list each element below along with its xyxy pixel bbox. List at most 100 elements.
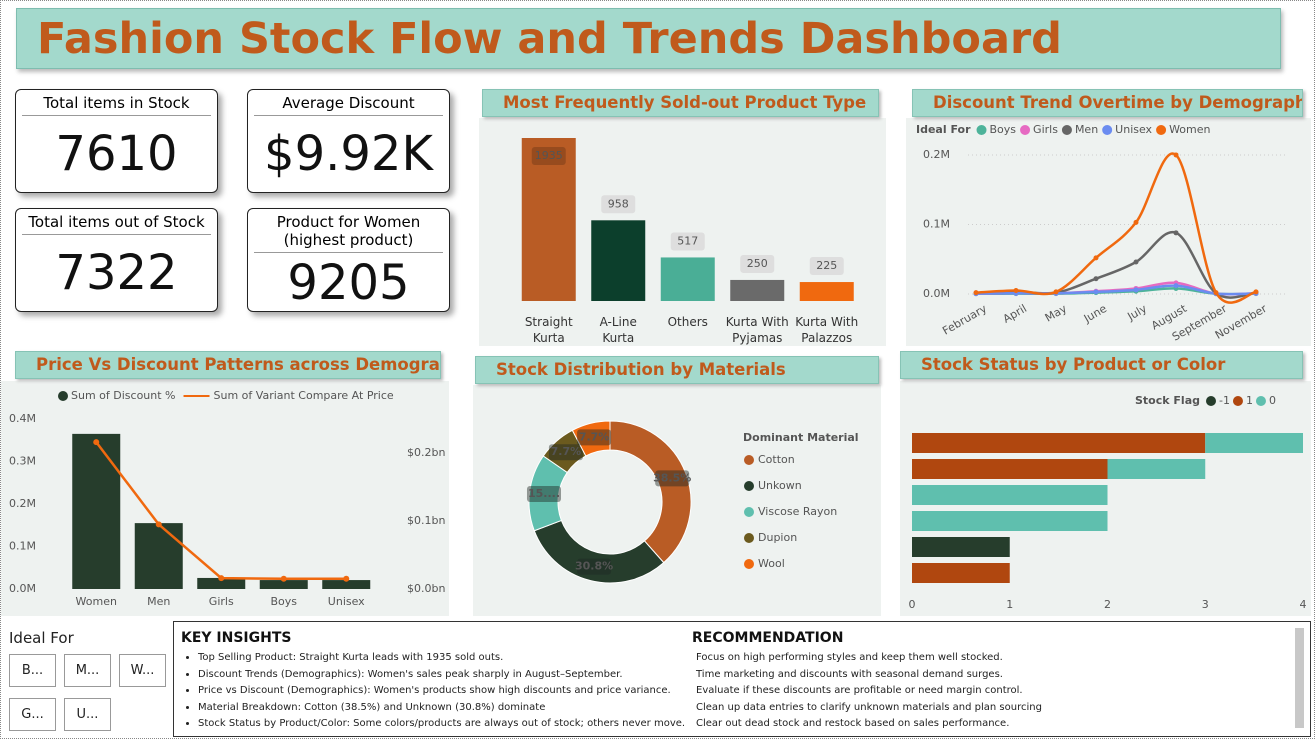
kpi-note: (highest product) <box>254 231 443 253</box>
line-marker <box>1053 289 1059 295</box>
line-series <box>975 284 1257 296</box>
chart-title: Stock Distribution by Materials <box>475 356 879 384</box>
data-label: 15.... <box>528 487 560 500</box>
legend-swatch <box>1061 125 1072 135</box>
line-marker <box>218 575 225 582</box>
recommendation-item: Time marketing and discounts with season… <box>696 668 1003 680</box>
x-tick-label: 1 <box>1006 598 1013 611</box>
legend-label: Sum of Variant Compare At Price <box>214 389 394 402</box>
donut-slice <box>571 420 611 457</box>
scrollbar[interactable] <box>1295 628 1304 728</box>
kpi-label: Total items in Stock <box>22 94 211 116</box>
notes-box: KEY INSIGHTS Top Selling Product: Straig… <box>173 621 1311 737</box>
panel: Ideal For Boys Girls Men Unisex Women 0.0M 0.1M… <box>906 118 1311 346</box>
line-marker <box>1173 230 1179 236</box>
insight-item: Price vs Discount (Demographics): Women'… <box>198 683 685 700</box>
legend-swatch <box>1255 396 1266 406</box>
data-label: 958 <box>608 197 629 210</box>
kpi-card: Average Discount $9.92K <box>247 89 450 193</box>
kpi-label: Total items out of Stock <box>22 213 211 235</box>
bar-segment <box>912 563 1010 583</box>
x-tick-label: Kurta With Palazzos <box>795 315 859 345</box>
y-tick-label: 0.4M <box>9 412 36 425</box>
x-tick-label: 0 <box>909 598 916 611</box>
data-label-bg <box>548 444 583 461</box>
kpi-label: Average Discount <box>254 94 443 116</box>
slicer: Ideal For B... M... W... G... U... <box>1 621 171 738</box>
bar-segment <box>1205 433 1303 453</box>
bar <box>134 523 183 589</box>
legend-swatch <box>1156 125 1167 135</box>
kpi-value: 9205 <box>287 255 410 311</box>
x-tick-label: Boys <box>270 595 297 608</box>
legend-label: Dupion <box>758 531 797 544</box>
data-label: 1935 <box>535 149 563 162</box>
chart-title: Most Frequently Sold-out Product Type <box>482 89 879 117</box>
legend-label: Wool <box>758 557 785 570</box>
data-label-bg <box>601 195 636 214</box>
legend-label: Sum of Discount % <box>71 389 176 402</box>
x-tick-label: Straight Kurta <box>524 315 573 345</box>
y-tick-label: 0.3M <box>9 455 36 468</box>
slicer-button[interactable]: W... <box>119 654 166 687</box>
data-label-bg <box>809 257 844 276</box>
chart: 1935 958 517 250 225 <box>521 138 854 301</box>
dashboard-title: Fashion Stock Flow and Trends Dashboard <box>16 8 1281 69</box>
panel: 1935 958 517 250 225 Straight Kurta A-Line Kur… <box>479 118 886 346</box>
panel: Stock Flag -1 1 0 0 1 2 3 4 <box>900 381 1311 616</box>
chart: Sum of Discount % Sum of Variant Compare … <box>9 389 445 608</box>
x-tick-label: June <box>1081 302 1109 326</box>
insights-title: KEY INSIGHTS <box>181 630 292 646</box>
kpi-card: Total items in Stock 7610 <box>15 89 218 193</box>
slicer-button[interactable]: M... <box>64 654 111 687</box>
x-tick-label: 3 <box>1202 598 1209 611</box>
legend-label: Viscose Rayon <box>758 505 837 518</box>
chart-title: Stock Status by Product or Color <box>900 351 1303 379</box>
slicer-title: Ideal For <box>9 629 74 647</box>
bar <box>660 257 715 301</box>
legend-swatch <box>744 533 754 543</box>
line-marker <box>973 290 979 296</box>
y-tick-label: 0.1M <box>9 540 36 553</box>
recommendation-title: RECOMMENDATION <box>692 630 844 646</box>
legend-label: 1 <box>1246 394 1253 407</box>
line-marker <box>1133 219 1139 225</box>
x-tick-label: Women <box>76 595 117 608</box>
donut-slice <box>609 420 692 564</box>
y2-tick-label: $0.0bn <box>407 582 445 595</box>
legend-swatch <box>1020 125 1031 135</box>
slicer-button[interactable]: G... <box>9 698 56 731</box>
y-tick-label: 0.1M <box>923 217 950 230</box>
line-marker <box>1093 276 1099 282</box>
bar <box>72 433 121 589</box>
data-label-bg <box>655 470 690 487</box>
x-tick-label: 2 <box>1104 598 1111 611</box>
kpi-label: Product for Women <box>276 213 421 231</box>
x-tick-label: Others <box>667 315 708 329</box>
slicer-button[interactable]: U... <box>64 698 111 731</box>
slicer-button[interactable]: B... <box>9 654 56 687</box>
legend-swatch <box>1206 396 1216 406</box>
data-label: 7.7% <box>579 430 610 443</box>
panel: Sum of Discount % Sum of Variant Compare … <box>1 381 449 616</box>
legend-label: Girls <box>1033 123 1058 136</box>
data-label: 225 <box>816 259 837 272</box>
bar-segment <box>1107 459 1206 479</box>
x-tick-label: Girls <box>209 595 234 608</box>
legend-label: Boys <box>990 123 1017 136</box>
y-tick-label: 0.2M <box>9 497 36 510</box>
data-label-bg <box>531 147 566 165</box>
data-label: 7.7% <box>551 445 582 458</box>
line-marker <box>343 575 350 582</box>
recommendation-item: Clean up data entries to clarify unknown… <box>696 701 1042 713</box>
x-tick-label: July <box>1124 302 1149 324</box>
bar <box>259 580 308 589</box>
data-label-bg <box>526 485 561 502</box>
chart-title: Discount Trend Overtime by Demographics <box>912 89 1303 117</box>
legend-swatch <box>976 125 987 135</box>
kpi-card: Total items out of Stock 7322 <box>15 208 218 312</box>
bar <box>521 138 576 301</box>
line-marker <box>1133 259 1139 265</box>
chart: Ideal For Boys Girls Men Unisex Women 0.0M 0.1M… <box>916 123 1286 344</box>
